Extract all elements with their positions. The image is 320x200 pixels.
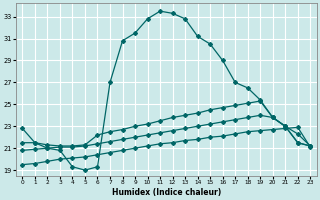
X-axis label: Humidex (Indice chaleur): Humidex (Indice chaleur) — [112, 188, 221, 197]
